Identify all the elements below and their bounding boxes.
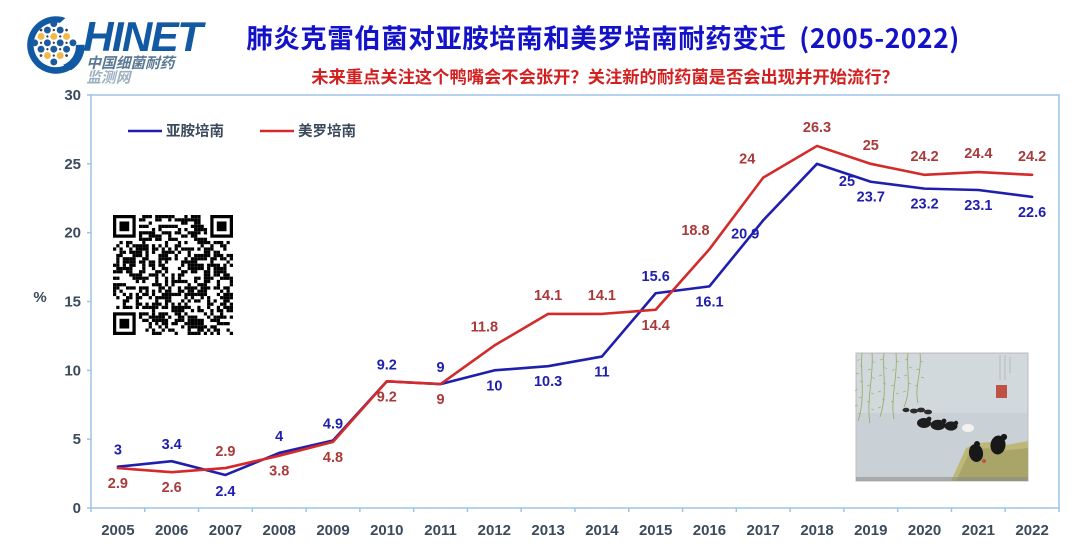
svg-text:9: 9 [437, 360, 445, 376]
svg-text:24: 24 [739, 152, 755, 168]
svg-text:10: 10 [486, 378, 502, 394]
svg-text:2021: 2021 [962, 522, 995, 539]
svg-text:10.3: 10.3 [534, 374, 562, 390]
svg-text:2011: 2011 [424, 522, 457, 539]
svg-text:22.6: 22.6 [1018, 205, 1046, 221]
svg-text:2019: 2019 [854, 522, 887, 539]
svg-text:14.4: 14.4 [642, 318, 670, 334]
svg-text:美罗培南: 美罗培南 [298, 120, 356, 141]
svg-text:11.8: 11.8 [471, 320, 498, 336]
svg-text:2020: 2020 [908, 522, 941, 539]
svg-text:2005: 2005 [101, 522, 134, 539]
svg-text:24.2: 24.2 [910, 149, 938, 165]
svg-text:25: 25 [64, 156, 81, 173]
svg-text:23.2: 23.2 [910, 197, 938, 213]
svg-text:2009: 2009 [316, 522, 349, 539]
svg-text:2014: 2014 [585, 522, 619, 539]
svg-text:24.2: 24.2 [1018, 149, 1046, 165]
svg-text:%: % [33, 289, 46, 306]
svg-text:2013: 2013 [531, 522, 564, 539]
svg-text:2017: 2017 [747, 522, 780, 539]
svg-text:14.1: 14.1 [588, 288, 616, 304]
svg-text:4: 4 [275, 429, 283, 445]
svg-text:0: 0 [73, 500, 81, 517]
svg-text:2008: 2008 [263, 522, 296, 539]
svg-text:3.4: 3.4 [162, 437, 182, 453]
svg-text:2.4: 2.4 [215, 484, 235, 500]
svg-text:5: 5 [73, 431, 81, 448]
svg-text:3: 3 [114, 443, 122, 459]
svg-text:20: 20 [64, 225, 81, 242]
svg-text:亚胺培南: 亚胺培南 [166, 120, 224, 141]
svg-text:10: 10 [64, 362, 81, 379]
svg-text:2007: 2007 [209, 522, 242, 539]
svg-text:2016: 2016 [693, 522, 726, 539]
svg-text:2018: 2018 [800, 522, 833, 539]
svg-text:26.3: 26.3 [803, 120, 831, 136]
svg-text:23.7: 23.7 [857, 190, 885, 206]
svg-text:18.8: 18.8 [681, 223, 709, 239]
svg-text:2012: 2012 [478, 522, 511, 539]
svg-text:9: 9 [437, 392, 445, 408]
svg-text:3.8: 3.8 [269, 464, 289, 480]
svg-text:2022: 2022 [1015, 522, 1048, 539]
svg-text:2010: 2010 [370, 522, 403, 539]
svg-text:30: 30 [64, 87, 81, 104]
svg-text:2.6: 2.6 [162, 480, 182, 496]
svg-text:11: 11 [594, 365, 609, 381]
svg-text:15.6: 15.6 [642, 269, 670, 285]
svg-text:15: 15 [64, 294, 81, 311]
svg-text:2006: 2006 [155, 522, 188, 539]
svg-text:2.9: 2.9 [215, 444, 235, 460]
svg-text:4.9: 4.9 [323, 417, 343, 433]
svg-text:2015: 2015 [639, 522, 672, 539]
svg-text:24.4: 24.4 [964, 146, 992, 162]
svg-text:2.9: 2.9 [108, 476, 128, 492]
svg-text:4.8: 4.8 [323, 450, 343, 466]
svg-text:25: 25 [839, 174, 855, 190]
svg-text:23.1: 23.1 [964, 198, 992, 214]
svg-text:9.2: 9.2 [377, 357, 397, 373]
svg-text:25: 25 [863, 138, 879, 154]
svg-text:14.1: 14.1 [534, 288, 562, 304]
svg-text:16.1: 16.1 [695, 294, 723, 310]
svg-text:20.9: 20.9 [731, 226, 759, 242]
svg-text:9.2: 9.2 [377, 389, 397, 405]
